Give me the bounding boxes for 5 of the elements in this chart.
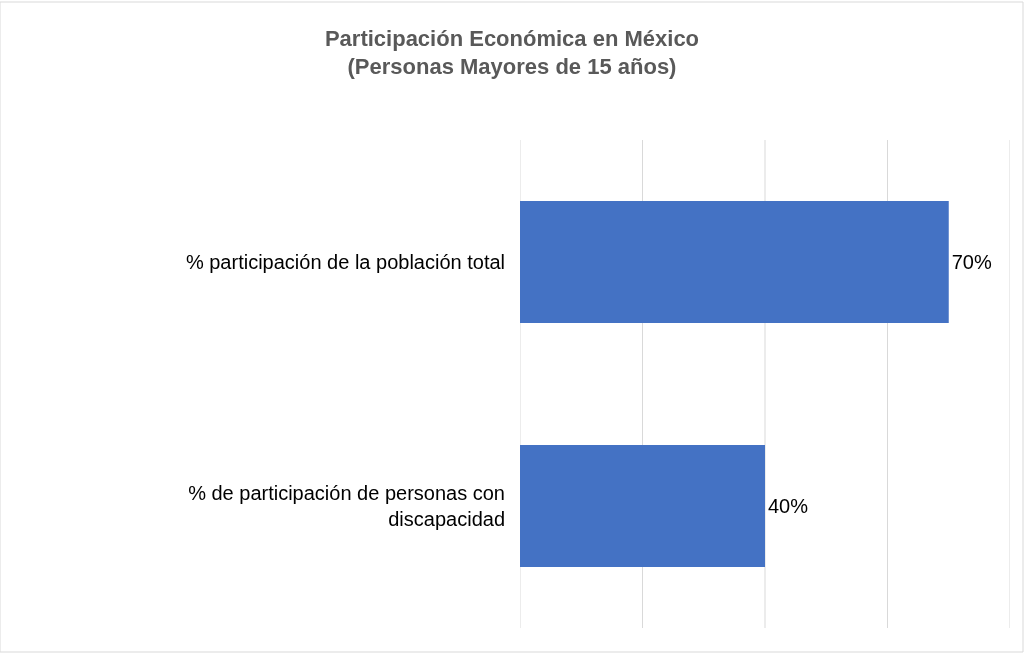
data-label: 40% — [768, 495, 809, 517]
y-tick-label: % participación de la población total — [185, 251, 505, 273]
data-label: 70% — [951, 251, 992, 273]
y-tick-label: % de participación de personas con discapacidad — [188, 482, 505, 530]
chart-title: Participación Económica en México (Personas Mayores de 15 años) — [324, 25, 700, 80]
